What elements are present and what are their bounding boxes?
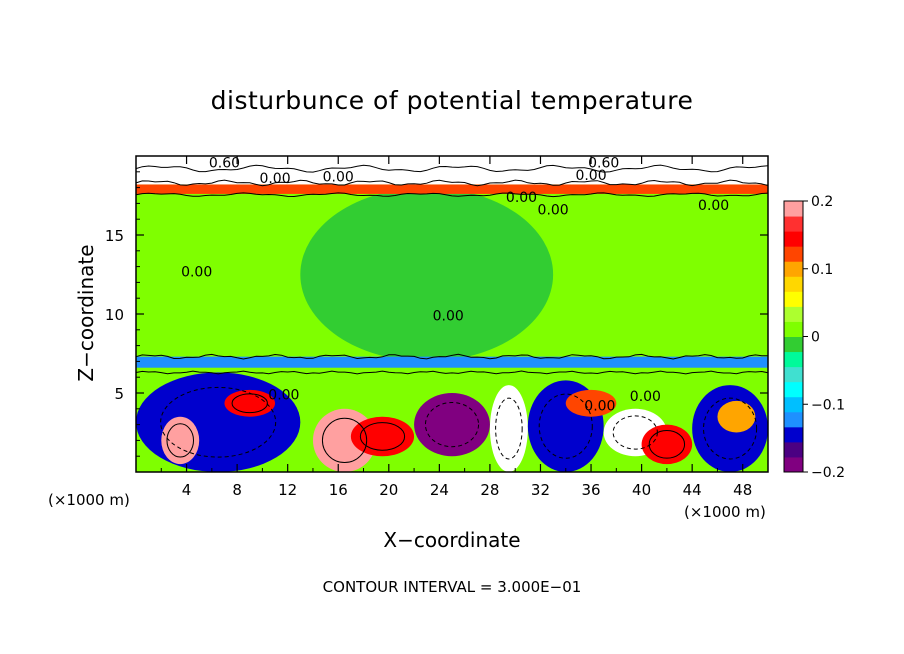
colorbar-swatch	[784, 216, 803, 232]
colorbar-swatch	[784, 396, 803, 413]
y-axis-ticks: 5 10 15	[105, 171, 768, 457]
y-tick-label: 15	[105, 227, 124, 245]
colorbar: 0.2 0.1 0 −0.1 −0.2	[783, 194, 845, 481]
colorbar-tick-label: 0.1	[811, 262, 833, 278]
contour-line	[135, 353, 768, 360]
contour-interval-note: CONTOUR INTERVAL = 3.000E−01	[322, 578, 582, 596]
heatmap-region	[565, 389, 617, 417]
contour-label: 0.00	[506, 190, 537, 206]
x-tick-label: 16	[329, 481, 348, 499]
colorbar-swatch	[784, 441, 803, 458]
x-tick-label: 24	[430, 481, 449, 499]
chart-title: disturbunce of potential temperature	[210, 86, 694, 115]
colorbar-swatch	[784, 351, 803, 368]
heatmap-region	[300, 187, 554, 362]
x-axis-ticks: 4 8 12 16 20 24 28 32 36 40 44 48	[160, 156, 752, 499]
colorbar-swatch	[784, 291, 803, 307]
x-tick-label: 40	[632, 481, 651, 499]
contour-label: 0.00	[181, 264, 212, 280]
heatmap-region	[136, 356, 768, 368]
contour-label: 0.00	[630, 389, 661, 405]
x-axis-unit-right: (×1000 m)	[684, 503, 766, 521]
colorbar-swatch	[784, 381, 803, 398]
contour-labels: 0.60 0.600.00 0.00 0.000.000.00 0.000.000.00…	[181, 155, 729, 414]
contour-label: 0.60	[588, 155, 619, 171]
y-tick-label: 10	[105, 306, 124, 324]
colorbar-swatch	[784, 366, 803, 383]
contour-line	[703, 397, 758, 460]
contour-label: 0.00	[259, 171, 290, 187]
colorbar-swatch	[784, 426, 803, 443]
contour-label: 0.00	[698, 198, 729, 214]
contour-line	[648, 430, 686, 459]
colorbar-swatch	[784, 276, 803, 292]
contour-label: 0.00	[433, 309, 464, 325]
contour-label: 0.00	[575, 168, 606, 184]
heatmap-region	[136, 156, 768, 185]
contour-line	[424, 401, 480, 448]
colorbar-tick-label: −0.2	[811, 465, 845, 481]
x-axis-unit-left: (×1000 m)	[48, 491, 130, 509]
contour-label: 0.00	[323, 170, 354, 186]
colorbar-swatch	[784, 201, 803, 217]
contour-label: 0.00	[268, 388, 299, 404]
x-tick-label: 28	[480, 481, 499, 499]
colorbar-swatch	[784, 456, 803, 473]
colorbar-swatch	[784, 246, 803, 262]
colorbar-swatch	[784, 321, 803, 337]
heatmap-region	[717, 400, 756, 433]
x-tick-label: 4	[182, 481, 192, 499]
contour-line	[359, 422, 406, 451]
x-tick-label: 8	[232, 481, 242, 499]
x-tick-label: 44	[683, 481, 702, 499]
contour-line	[495, 397, 523, 460]
colorbar-swatch	[784, 261, 803, 277]
contour-line	[135, 164, 769, 173]
y-tick-label: 5	[114, 385, 124, 403]
x-tick-label: 12	[278, 481, 297, 499]
contour-label: 0.60	[209, 155, 240, 171]
colorbar-tick-label: 0	[811, 330, 820, 346]
colorbar-swatch	[784, 336, 803, 353]
x-tick-label: 20	[379, 481, 398, 499]
x-axis-label: X−coordinate	[383, 528, 521, 552]
colorbar-swatch	[784, 231, 803, 247]
contour-lines	[135, 164, 769, 464]
contour-line	[135, 370, 769, 375]
colorbar-swatch	[784, 411, 803, 428]
contour-label: 0.00	[538, 203, 569, 219]
contour-line	[160, 386, 277, 458]
colorbar-tick-label: 0.2	[811, 194, 833, 210]
x-tick-label: 32	[531, 481, 550, 499]
contour-line	[135, 192, 769, 198]
contour-line	[166, 423, 195, 458]
contour-line	[231, 393, 268, 414]
contour-label: 0.00	[584, 399, 615, 415]
x-tick-label: 48	[733, 481, 752, 499]
contour-line	[538, 393, 593, 459]
colorbar-swatch	[784, 306, 803, 322]
contour-line	[135, 179, 769, 187]
heatmap-region	[136, 184, 768, 194]
colorbar-tick-label: −0.1	[811, 397, 845, 413]
contour-line	[321, 417, 368, 464]
x-tick-label: 36	[581, 481, 600, 499]
